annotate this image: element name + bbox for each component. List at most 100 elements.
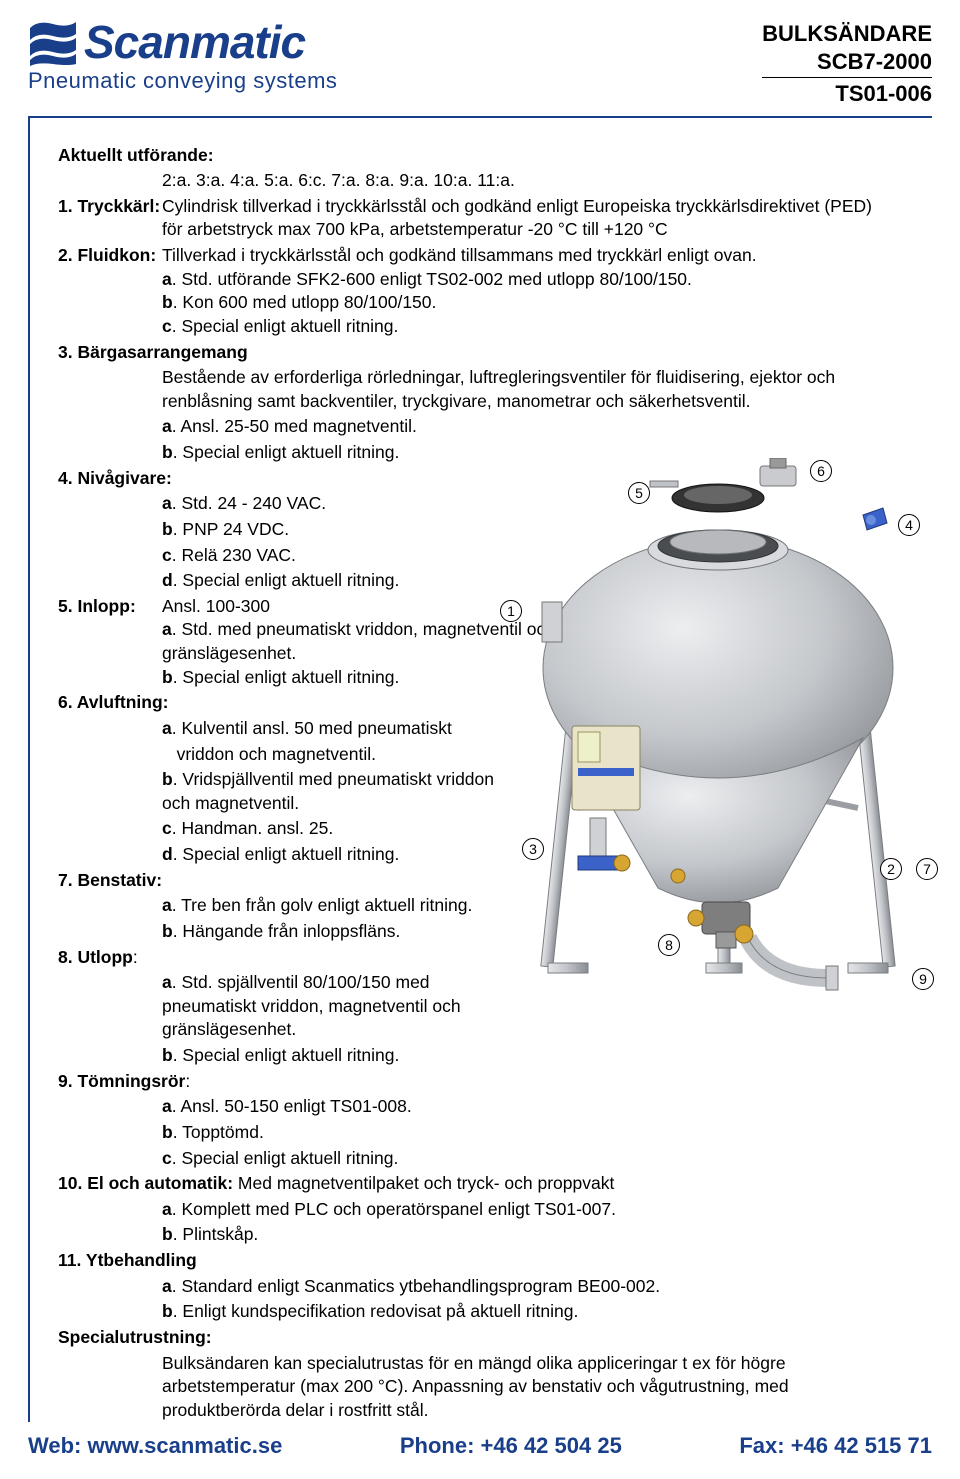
s8-colon: : <box>133 947 138 967</box>
s5-label: 5. Inlopp: <box>58 595 162 690</box>
footer: Web: www.scanmatic.se Phone: +46 42 504 … <box>28 1433 932 1459</box>
s5-a-prefix: a <box>162 619 172 639</box>
s5-intro: Ansl. 100-300 <box>162 596 270 616</box>
callout-6: 6 <box>810 460 832 482</box>
s10-a-prefix: a <box>162 1199 172 1219</box>
callout-5: 5 <box>628 482 650 504</box>
s2-a: . Std. utförande SFK2-600 enligt TS02-00… <box>172 269 692 289</box>
s9-b-prefix: b <box>162 1122 173 1142</box>
s7-b: . Hängande från inloppsfläns. <box>173 921 401 941</box>
s4-a-prefix: a <box>162 493 172 513</box>
s4-d-prefix: d <box>162 570 173 590</box>
s9-a-prefix: a <box>162 1096 172 1116</box>
s8-b: . Special enligt aktuell ritning. <box>173 1045 400 1065</box>
s6-a-prefix: a <box>162 718 172 738</box>
s11-label: 11. Ytbehandling <box>58 1249 932 1273</box>
s1-text: Cylindrisk tillverkad i tryckkärlsstål o… <box>162 195 932 242</box>
main-content: Aktuellt utförande: 2:a. 3:a. 4:a. 5:a. … <box>28 118 932 1423</box>
s3-a-prefix: a <box>162 416 172 436</box>
doc-title: BULKSÄNDARE <box>762 20 932 48</box>
s3-intro: Bestående av erforderliga rörledningar, … <box>58 366 932 413</box>
s11-a: . Standard enligt Scanmatics ytbehandlin… <box>172 1276 660 1296</box>
s2-b-prefix: b <box>162 292 173 312</box>
s10-intro: Med magnetventilpaket och tryck- och pro… <box>233 1173 614 1193</box>
s4-b-prefix: b <box>162 519 173 539</box>
s11-a-prefix: a <box>162 1276 172 1296</box>
section-1: 1. Tryckkärl: Cylindrisk tillverkad i tr… <box>58 195 932 242</box>
section-2: 2. Fluidkon: Tillverkad i tryckkärlsstål… <box>58 244 932 339</box>
s6-a-line1: . Kulventil ansl. 50 med pneumatiskt <box>172 718 452 738</box>
callout-4: 4 <box>898 514 920 536</box>
s7-b-prefix: b <box>162 921 173 941</box>
special-label: Specialutrustning: <box>58 1326 932 1350</box>
s6-c-prefix: c <box>162 818 172 838</box>
s9-label: 9. Tömningsrör <box>58 1071 185 1091</box>
config-line: 2:a. 3:a. 4:a. 5:a. 6:c. 7:a. 8:a. 9:a. … <box>58 169 932 193</box>
s2-label: 2. Fluidkon: <box>58 244 162 339</box>
s8-a: . Std. spjällventil 80/100/150 med pneum… <box>162 972 461 1039</box>
callout-3: 3 <box>522 838 544 860</box>
s3-b-prefix: b <box>162 442 173 462</box>
s7-a: . Tre ben från golv enligt aktuell ritni… <box>172 895 473 915</box>
s6-c: . Handman. ansl. 25. <box>172 818 333 838</box>
s2-intro: Tillverkad i tryckkärlsstål och godkänd … <box>162 245 757 265</box>
s11-b: . Enligt kundspecifikation redovisat på … <box>173 1301 579 1321</box>
s10-a: . Komplett med PLC och operatörspanel en… <box>172 1199 616 1219</box>
brand-tagline: Pneumatic conveying systems <box>28 68 337 94</box>
s10-label: 10. El och automatik: <box>58 1173 233 1193</box>
callout-8: 8 <box>658 934 680 956</box>
s2-c-prefix: c <box>162 316 172 336</box>
footer-fax: Fax: +46 42 515 71 <box>739 1433 932 1459</box>
callout-7: 7 <box>916 858 938 880</box>
s4-c: . Relä 230 VAC. <box>172 545 296 565</box>
s1-label: 1. Tryckkärl: <box>58 195 162 242</box>
s3-b: . Special enligt aktuell ritning. <box>173 442 400 462</box>
s4-a: . Std. 24 - 240 VAC. <box>172 493 326 513</box>
footer-phone: Phone: +46 42 504 25 <box>400 1433 622 1459</box>
brand-name: Scanmatic <box>84 22 305 63</box>
s3-a: . Ansl. 25-50 med magnetventil. <box>172 416 417 436</box>
s6-d: . Special enligt aktuell ritning. <box>173 844 400 864</box>
callout-1: 1 <box>500 600 522 622</box>
s10-b: . Plintskåp. <box>173 1224 259 1244</box>
s9-a: . Ansl. 50-150 enligt TS01-008. <box>172 1096 412 1116</box>
s9-c-prefix: c <box>162 1148 172 1168</box>
s7-a-prefix: a <box>162 895 172 915</box>
s4-d: . Special enligt aktuell ritning. <box>173 570 400 590</box>
s6-b: . Vridspjällventil med pneumatiskt vridd… <box>162 769 494 813</box>
logo-block: Scanmatic Pneumatic conveying systems <box>28 20 337 94</box>
section-10: 10. El och automatik: Med magnetventilpa… <box>58 1172 932 1196</box>
doc-model: SCB7-2000 <box>762 48 932 76</box>
s2-a-prefix: a <box>162 269 172 289</box>
s8-label: 8. Utlopp <box>58 947 133 967</box>
s6-a-line2: vriddon och magnetventil. <box>162 744 376 764</box>
footer-web: Web: www.scanmatic.se <box>28 1433 282 1459</box>
s8-a-prefix: a <box>162 972 172 992</box>
s10-b-prefix: b <box>162 1224 173 1244</box>
s2-c: . Special enligt aktuell ritning. <box>172 316 399 336</box>
callout-9: 9 <box>912 968 934 990</box>
heading: Aktuellt utförande: <box>58 144 932 168</box>
s6-d-prefix: d <box>162 844 173 864</box>
callout-2: 2 <box>880 858 902 880</box>
header: Scanmatic Pneumatic conveying systems BU… <box>28 20 932 118</box>
s8-b-prefix: b <box>162 1045 173 1065</box>
s3-label: 3. Bärgasarrangemang <box>58 341 932 365</box>
s4-b: . PNP 24 VDC. <box>173 519 289 539</box>
equipment-drawing: 1 2 3 4 5 6 7 8 9 <box>478 458 938 1058</box>
logo-mark-icon <box>28 20 78 66</box>
s9-b: . Topptömd. <box>173 1122 264 1142</box>
s5-b-prefix: b <box>162 667 173 687</box>
doc-meta: BULKSÄNDARE SCB7-2000 TS01-006 <box>762 20 932 108</box>
s5-b: . Special enligt aktuell ritning. <box>173 667 400 687</box>
s9-c: . Special enligt aktuell ritning. <box>172 1148 399 1168</box>
page: Scanmatic Pneumatic conveying systems BU… <box>0 0 960 1479</box>
s9-colon: : <box>185 1071 190 1091</box>
section-9-label: 9. Tömningsrör: <box>58 1070 932 1094</box>
special-text: Bulksändaren kan specialutrustas för en … <box>58 1352 932 1423</box>
s11-b-prefix: b <box>162 1301 173 1321</box>
s6-b-prefix: b <box>162 769 173 789</box>
doc-code: TS01-006 <box>762 77 932 108</box>
s4-c-prefix: c <box>162 545 172 565</box>
s2-b: . Kon 600 med utlopp 80/100/150. <box>173 292 437 312</box>
